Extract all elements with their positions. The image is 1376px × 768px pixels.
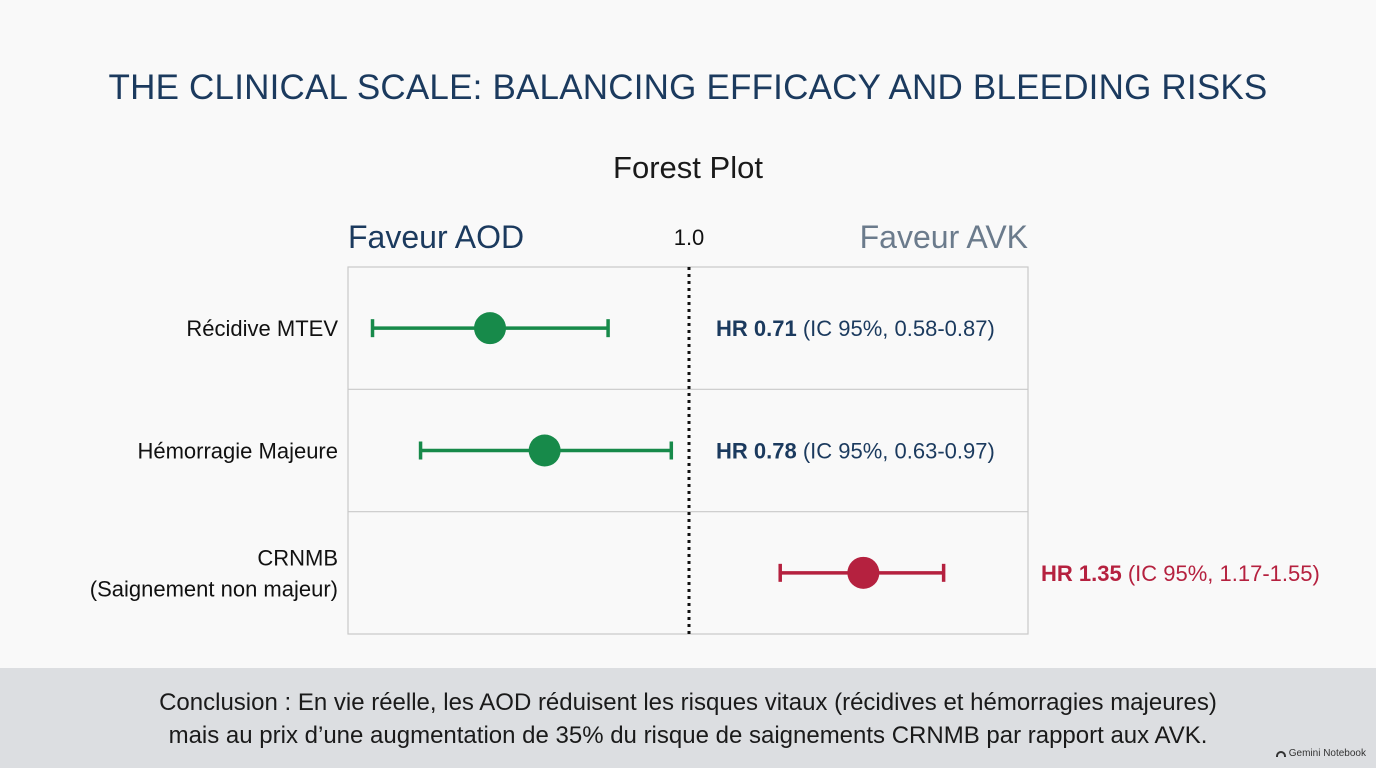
hr-point — [474, 312, 507, 345]
conclusion-banner: Conclusion : En vie réelle, les AOD rédu… — [0, 668, 1376, 768]
ci-value: (IC 95%, 0.63-0.97) — [797, 439, 995, 464]
chart-subtitle: Forest Plot — [613, 150, 763, 185]
hr-value: HR 0.78 — [716, 439, 797, 464]
hr-annotation: HR 0.71 (IC 95%, 0.58-0.87) — [716, 316, 995, 341]
slide-title: THE CLINICAL SCALE: BALANCING EFFICACY A… — [108, 68, 1268, 107]
hr-value: HR 0.71 — [716, 316, 797, 341]
ci-value: (IC 95%, 1.17-1.55) — [1122, 561, 1320, 586]
row-label: Hémorragie Majeure — [137, 439, 338, 464]
conclusion-text: Conclusion : En vie réelle, les AOD rédu… — [0, 686, 1376, 752]
hr-point — [847, 556, 880, 589]
gemini-logo-icon — [1275, 750, 1286, 757]
ci-value: (IC 95%, 0.58-0.87) — [797, 316, 995, 341]
reference-label: 1.0 — [674, 225, 705, 250]
hr-annotation: HR 1.35 (IC 95%, 1.17-1.55) — [1041, 561, 1320, 586]
hr-point — [528, 434, 561, 467]
watermark: Gemini Notebook — [1275, 748, 1366, 759]
watermark-text: Gemini Notebook — [1288, 748, 1366, 759]
conclusion-line-1: Conclusion : En vie réelle, les AOD rédu… — [159, 689, 1217, 716]
conclusion-line-2: mais au prix d’une augmentation de 35% d… — [168, 722, 1208, 749]
row-label: CRNMB — [257, 545, 338, 570]
hr-value: HR 1.35 — [1041, 561, 1122, 586]
hr-annotation: HR 0.78 (IC 95%, 0.63-0.97) — [716, 439, 995, 464]
favor-left-label: Faveur AOD — [348, 219, 524, 255]
favor-right-label: Faveur AVK — [860, 219, 1028, 255]
row-label: Récidive MTEV — [186, 316, 338, 341]
row-label: (Saignement non majeur) — [90, 576, 338, 601]
